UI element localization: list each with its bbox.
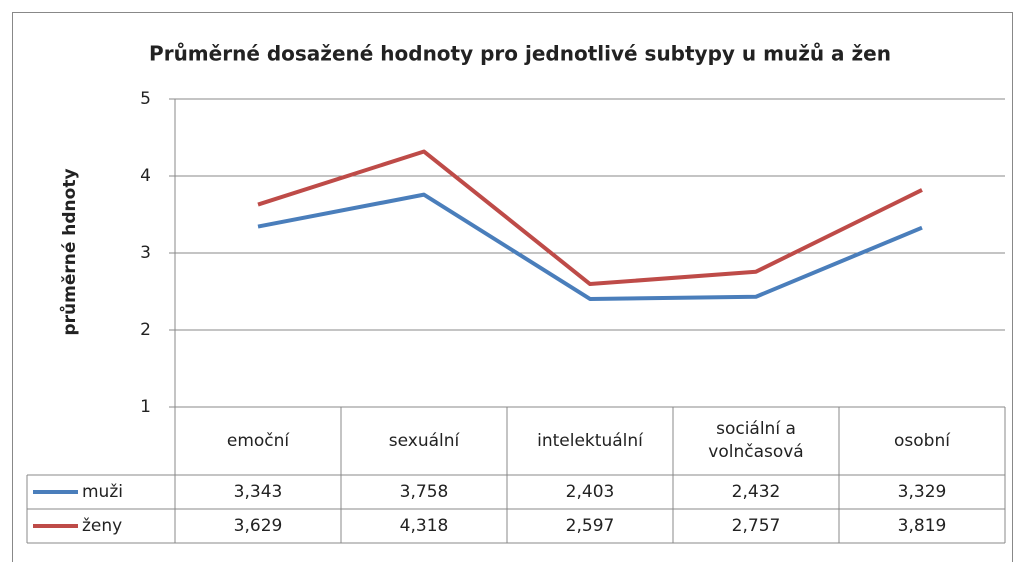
y-tick-label: 2 — [140, 320, 151, 340]
table-value: 3,819 — [898, 516, 947, 536]
table-value: 3,629 — [234, 516, 283, 536]
table-value: 2,597 — [566, 516, 615, 536]
y-tick-label: 4 — [140, 166, 151, 186]
y-tick-label: 1 — [140, 397, 151, 417]
table-value: 3,758 — [400, 482, 449, 502]
x-tick-label: intelektuální — [537, 430, 643, 451]
legend-label: muži — [82, 482, 123, 502]
chart-title: Průměrné dosažené hodnoty pro jednotlivé… — [149, 42, 891, 66]
x-category-cell: emoční — [226, 430, 290, 451]
x-tick-label: emoční — [226, 430, 290, 451]
table-value: 3,343 — [234, 482, 283, 502]
table-value: 2,403 — [566, 482, 615, 502]
x-category-cell: sociální a volnčasová — [708, 419, 804, 462]
x-tick-label: sociální a volnčasová — [708, 419, 804, 462]
y-tick-label: 3 — [140, 243, 151, 263]
y-tick-label: 5 — [140, 89, 151, 109]
chart-border — [12, 12, 1013, 562]
table-value: 2,432 — [732, 482, 781, 502]
y-axis-label: průměrné hdnoty — [58, 168, 80, 335]
x-category-cell: intelektuální — [537, 430, 643, 451]
x-tick-label: sexuální — [388, 430, 460, 451]
series-line — [257, 192, 923, 301]
x-category-cell: osobní — [894, 430, 950, 451]
table-value: 2,757 — [732, 516, 781, 536]
series-line — [257, 149, 923, 287]
x-category-cell: sexuální — [388, 430, 460, 451]
x-tick-label: osobní — [894, 430, 950, 451]
table-value: 4,318 — [400, 516, 449, 536]
table-value: 3,329 — [898, 482, 947, 502]
legend-label: ženy — [82, 516, 122, 536]
